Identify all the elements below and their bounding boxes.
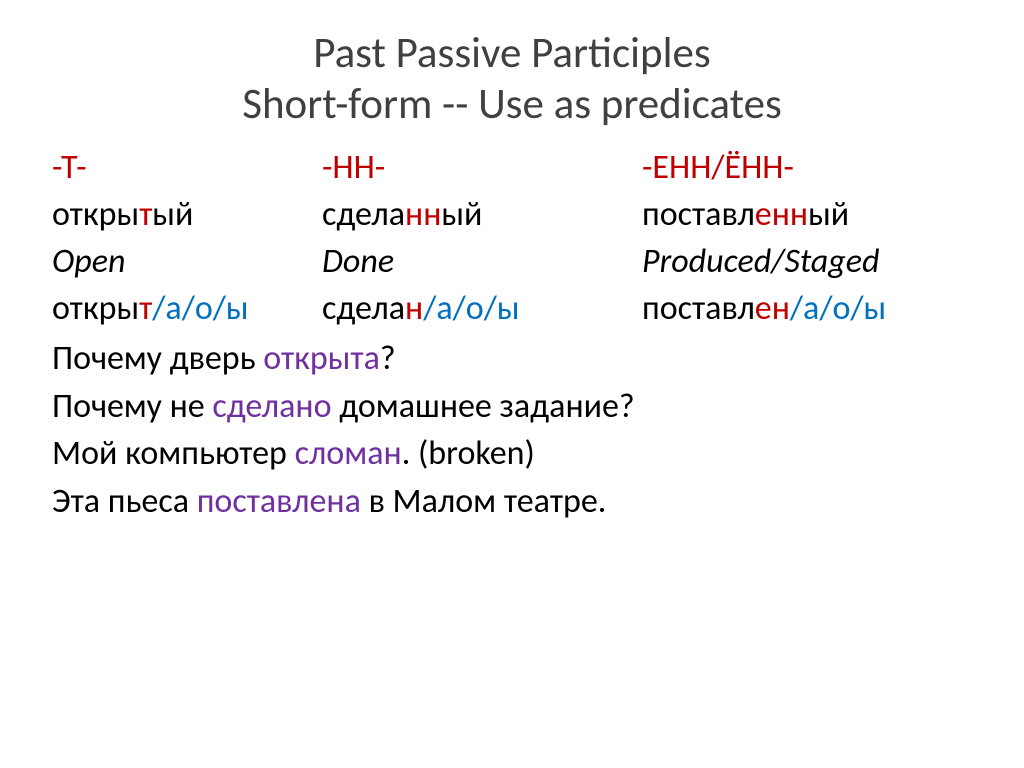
ex-text: Почему дверь — [52, 338, 263, 379]
title-line-1: Past Passive Participles — [313, 26, 710, 79]
sf-suffix: ен — [755, 288, 790, 329]
sf-endings: /а/о/ы — [790, 288, 886, 329]
short-form: сделан/а/о/ы — [322, 286, 642, 333]
sf-stem: поставл — [642, 288, 755, 329]
example-2: Почему не сделано домашнее задание? — [52, 383, 972, 431]
suffix: т — [139, 194, 152, 235]
ex-text: . (broken) — [402, 433, 535, 474]
example-1: Почему дверь открыта? — [52, 335, 972, 383]
example-4: Эта пьеса поставлена в Малом театре. — [52, 478, 972, 526]
gloss: Done — [322, 239, 642, 286]
suffix-heading: -НН- — [322, 145, 642, 192]
sf-stem: сдела — [322, 288, 405, 329]
suffix: нн — [405, 194, 441, 235]
gloss: Open — [52, 239, 322, 286]
sf-endings: /а/о/ы — [423, 288, 519, 329]
example-3: Мой компьютер сломан. (broken) — [52, 430, 972, 478]
column-t: -Т- открытый Open открыт/а/о/ы — [52, 145, 322, 333]
example-sentences: Почему дверь открыта? Почему не сделано … — [52, 335, 972, 525]
ex-text: Почему не — [52, 386, 212, 427]
sf-endings: /а/о/ы — [152, 288, 248, 329]
ex-text: в Малом театре. — [361, 481, 606, 522]
ending: ый — [152, 194, 193, 235]
ex-text: Эта пьеса — [52, 481, 197, 522]
ex-text: домашнее задание? — [332, 386, 635, 427]
ex-highlight: поставлена — [197, 481, 361, 522]
sf-suffix: н — [405, 288, 423, 329]
gloss: Produced/Staged — [642, 239, 886, 286]
ending: ый — [441, 194, 482, 235]
suffix-heading: -ЕНН/ЁНН- — [642, 145, 886, 192]
stem: поставл — [642, 194, 755, 235]
stem: откры — [52, 194, 139, 235]
short-form: открыт/а/о/ы — [52, 286, 322, 333]
suffix-heading: -Т- — [52, 145, 322, 192]
sf-stem: откры — [52, 288, 139, 329]
long-form: поставленный — [642, 192, 886, 239]
ex-text: Мой компьютер — [52, 433, 295, 474]
ex-highlight: сломан — [295, 433, 402, 474]
participle-columns: -Т- открытый Open открыт/а/о/ы -НН- сдел… — [52, 145, 972, 333]
suffix: енн — [755, 194, 808, 235]
long-form: сделанный — [322, 192, 642, 239]
ex-text: ? — [380, 338, 396, 379]
slide-title: Past Passive Participles Short-form -- U… — [52, 28, 972, 129]
long-form: открытый — [52, 192, 322, 239]
short-form: поставлен/а/о/ы — [642, 286, 886, 333]
title-line-2: Short-form -- Use as predicates — [242, 77, 782, 130]
column-enn: -ЕНН/ЁНН- поставленный Produced/Staged п… — [642, 145, 886, 333]
ex-highlight: открыта — [263, 338, 380, 379]
stem: сдела — [322, 194, 405, 235]
column-nn: -НН- сделанный Done сделан/а/о/ы — [322, 145, 642, 333]
sf-suffix: т — [139, 288, 152, 329]
ending: ый — [808, 194, 849, 235]
ex-highlight: сделано — [212, 386, 331, 427]
